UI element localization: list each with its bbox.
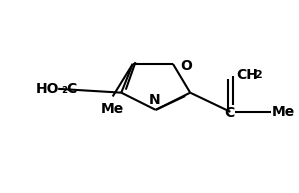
Text: ₂C: ₂C (61, 82, 77, 96)
Text: CH: CH (237, 69, 259, 82)
Text: C: C (224, 106, 234, 120)
Text: N: N (149, 93, 160, 107)
Text: Me: Me (101, 102, 124, 116)
Text: 2: 2 (254, 70, 262, 80)
Text: HO: HO (36, 82, 60, 96)
Text: O: O (180, 59, 192, 73)
Text: Me: Me (272, 105, 295, 119)
